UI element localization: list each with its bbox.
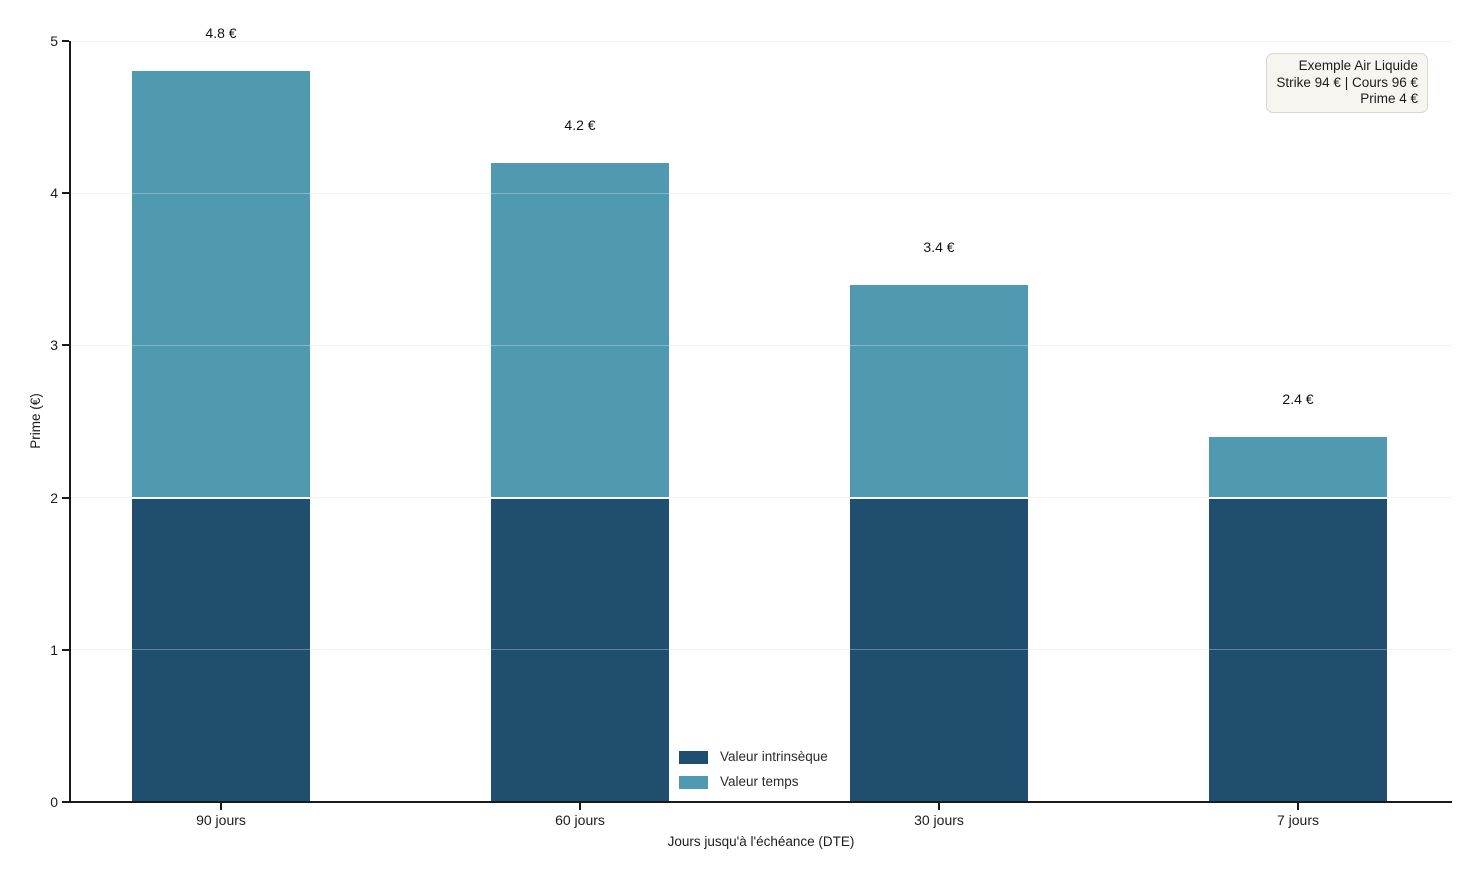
grid-line [70,497,1452,499]
annotation-line-prime: Prime 4 € [1360,91,1418,106]
bar-segment-valeur-intrinseque [850,497,1028,801]
x-tick-label: 60 jours [555,812,605,828]
y-tick-label: 0 [50,794,58,810]
grid-line-overlay [70,344,1452,346]
bar-total-label: 2.4 € [1282,390,1314,407]
grid-line-overlay [70,40,1452,42]
grid-line-overlay [70,649,1452,651]
annotation-box: Exemple Air Liquide Strike 94 € | Cours … [1266,53,1428,113]
annotation-line-title: Exemple Air Liquide [1298,58,1418,73]
bar-stack-separator [132,496,310,499]
grid-line [70,40,1452,42]
y-tick-label: 5 [50,33,58,49]
bar-total-label: 4.2 € [564,116,596,133]
x-tick-mark [579,803,581,810]
bar-segment-valeur-temps [1209,436,1387,498]
legend-label-valeur-temps: Valeur temps [720,774,799,789]
y-tick-mark [62,648,69,651]
legend-label-valeur-intrinseque: Valeur intrinsèque [720,749,828,764]
bar-segment-valeur-intrinseque [491,497,669,801]
grid-line [70,192,1452,194]
x-tick-mark [1297,803,1299,810]
bar-segment-valeur-intrinseque [132,497,310,801]
y-tick-label: 3 [50,337,58,354]
bar-segment-valeur-temps [491,162,669,498]
y-tick-mark [62,801,69,803]
bar-stack-separator [1209,496,1387,499]
y-tick-label: 4 [50,185,58,202]
annotation-line-strike-cours: Strike 94 € | Cours 96 € [1276,74,1418,90]
y-tick-mark [62,344,69,347]
y-tick-mark [62,192,69,195]
y-tick-label: 1 [50,641,58,658]
x-tick-label: 90 jours [196,812,246,828]
legend-item-valeur-intrinseque: Valeur intrinsèque [679,749,828,765]
y-tick-mark [62,496,69,499]
y-axis-line [68,41,71,803]
grid-line [70,344,1452,346]
bar-stack-separator [850,496,1028,499]
y-axis-title: Prime (€) [28,393,43,449]
y-tick-mark [62,40,69,42]
legend-swatch-valeur-intrinseque [679,750,708,764]
bar-stack-separator [491,496,669,499]
grid-line-overlay [70,192,1452,194]
bar-segment-valeur-temps [850,284,1028,498]
legend: Valeur intrinsèque Valeur temps [679,749,828,790]
x-axis-title: Jours jusqu'à l'échéance (DTE) [667,834,855,849]
legend-swatch-valeur-temps [679,775,708,789]
grid-line [70,649,1452,651]
bar-segment-valeur-intrinseque [1209,497,1387,801]
x-axis-line [69,801,1452,803]
x-tick-label: 7 jours [1276,812,1320,828]
grid-line-overlay [70,497,1452,499]
legend-item-valeur-temps: Valeur temps [679,774,828,790]
bar-total-label: 4.8 € [205,25,237,42]
y-tick-label: 2 [50,489,58,506]
bar-segment-valeur-temps [132,71,310,498]
bar-total-label: 3.4 € [923,238,955,255]
x-tick-label: 30 jours [914,812,964,828]
x-tick-mark [938,803,940,810]
x-tick-mark [220,803,222,810]
